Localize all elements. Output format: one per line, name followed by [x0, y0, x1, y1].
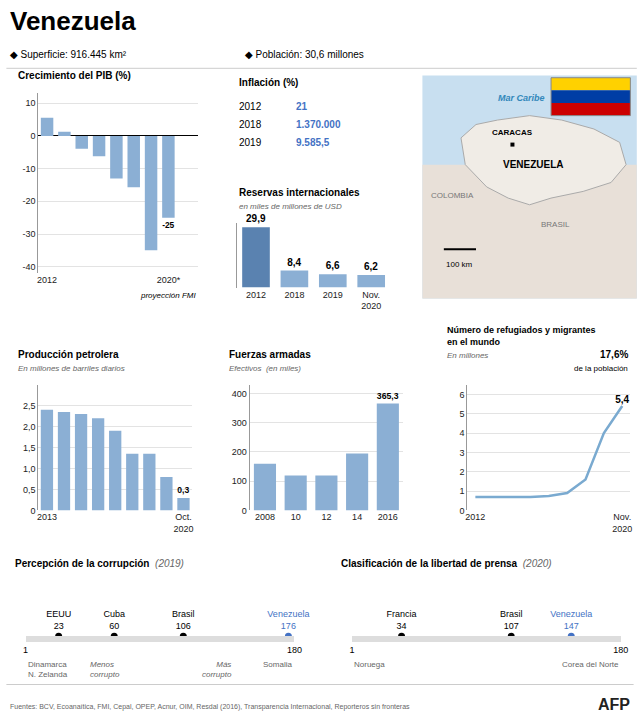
- svg-text:En millones de barriles diario: En millones de barriles diarios: [18, 364, 125, 373]
- svg-text:Corea del Norte: Corea del Norte: [562, 660, 619, 669]
- svg-text:6,2: 6,2: [364, 261, 378, 272]
- svg-text:En millones: En millones: [447, 351, 488, 360]
- svg-text:2018: 2018: [239, 119, 262, 130]
- svg-text:-20: -20: [23, 196, 36, 206]
- svg-text:1: 1: [349, 645, 354, 655]
- svg-text:0: 0: [31, 131, 36, 141]
- svg-text:Crecimiento del PIB (%): Crecimiento del PIB (%): [18, 70, 131, 81]
- svg-text:EEUU23: EEUU23: [46, 609, 71, 631]
- svg-text:proyección FMI: proyección FMI: [140, 291, 196, 300]
- svg-text:5,4: 5,4: [615, 394, 629, 405]
- svg-text:1,0: 1,0: [23, 464, 36, 474]
- svg-text:400: 400: [232, 389, 247, 399]
- svg-text:Mar Caribe: Mar Caribe: [498, 93, 545, 103]
- svg-text:2019: 2019: [323, 290, 343, 300]
- svg-text:2,0: 2,0: [23, 422, 36, 432]
- svg-text:2: 2: [459, 467, 464, 477]
- svg-text:1: 1: [23, 645, 28, 655]
- svg-text:Fuentes: BCV, Ecoanaítica, FMI: Fuentes: BCV, Ecoanaítica, FMI, Cepal, O…: [10, 703, 410, 711]
- svg-text:Somalia: Somalia: [263, 660, 292, 669]
- svg-text:◆ Población: 30,6 millones: ◆ Población: 30,6 millones: [245, 49, 364, 60]
- svg-text:-25: -25: [162, 220, 174, 230]
- svg-text:180: 180: [287, 645, 302, 655]
- svg-text:100: 100: [232, 476, 247, 486]
- svg-text:5: 5: [459, 409, 464, 419]
- svg-text:Reservas internacionales: Reservas internacionales: [239, 187, 360, 198]
- svg-text:200: 200: [232, 447, 247, 457]
- svg-text:Noruega: Noruega: [354, 660, 385, 669]
- svg-text:Efectivos (en miles): Efectivos (en miles): [229, 364, 301, 373]
- svg-text:21: 21: [296, 101, 308, 112]
- svg-text:3: 3: [459, 448, 464, 458]
- svg-text:4: 4: [459, 428, 464, 438]
- svg-text:0: 0: [459, 506, 464, 516]
- svg-text:14: 14: [352, 512, 362, 522]
- svg-text:◆ Superficie: 916.445 km²: ◆ Superficie: 916.445 km²: [10, 49, 127, 60]
- svg-text:2,5: 2,5: [23, 401, 36, 411]
- svg-text:COLOMBIA: COLOMBIA: [431, 191, 474, 200]
- svg-text:2019: 2019: [239, 137, 262, 148]
- svg-text:AFP: AFP: [598, 696, 630, 713]
- svg-text:CARACAS: CARACAS: [492, 128, 533, 137]
- svg-text:Máscorrupto: Máscorrupto: [202, 660, 232, 679]
- svg-text:en miles de millones de USD: en miles de millones de USD: [239, 202, 342, 211]
- svg-text:1: 1: [459, 486, 464, 496]
- svg-text:Fuerzas armadas: Fuerzas armadas: [229, 349, 311, 360]
- svg-text:300: 300: [232, 418, 247, 428]
- svg-text:Venezuela: Venezuela: [10, 6, 136, 36]
- svg-text:Francia34: Francia34: [387, 609, 417, 631]
- svg-text:Oct.2020: Oct.2020: [173, 512, 193, 534]
- svg-text:Venezuela176: Venezuela176: [267, 609, 309, 631]
- svg-text:9.585,5: 9.585,5: [296, 137, 330, 148]
- svg-text:2012: 2012: [246, 290, 266, 300]
- svg-text:DinamarcaN. Zelanda: DinamarcaN. Zelanda: [28, 660, 68, 679]
- svg-text:Brasil106: Brasil106: [172, 609, 195, 631]
- svg-text:Venezuela147: Venezuela147: [550, 609, 592, 631]
- svg-text:180: 180: [613, 645, 628, 655]
- svg-text:-10: -10: [23, 164, 36, 174]
- svg-text:Inflación (%): Inflación (%): [239, 77, 298, 88]
- svg-text:8,4: 8,4: [287, 257, 301, 268]
- svg-text:12: 12: [321, 512, 331, 522]
- svg-text:0: 0: [31, 506, 36, 516]
- svg-text:Nov.2020: Nov.2020: [612, 512, 632, 534]
- svg-text:100 km: 100 km: [446, 260, 473, 269]
- svg-text:10: 10: [291, 512, 301, 522]
- svg-text:1.370.000: 1.370.000: [296, 119, 341, 130]
- svg-text:2008: 2008: [255, 512, 275, 522]
- svg-text:Brasil107: Brasil107: [500, 609, 523, 631]
- svg-text:VENEZUELA: VENEZUELA: [503, 159, 564, 170]
- svg-text:17,6%: 17,6%: [600, 349, 628, 360]
- svg-text:10: 10: [26, 98, 36, 108]
- svg-text:6: 6: [459, 389, 464, 399]
- svg-text:2012: 2012: [465, 512, 485, 522]
- svg-text:Menoscorrupto: Menoscorrupto: [90, 660, 120, 679]
- svg-text:2012: 2012: [37, 275, 57, 285]
- svg-text:2012: 2012: [239, 101, 262, 112]
- svg-text:1,5: 1,5: [23, 443, 36, 453]
- svg-text:365,3: 365,3: [377, 391, 399, 401]
- svg-text:BRASIL: BRASIL: [541, 220, 570, 229]
- svg-text:Número de refugiados y migrant: Número de refugiados y migrantesen el mu…: [447, 325, 596, 347]
- svg-text:Producción petrolera: Producción petrolera: [18, 349, 119, 360]
- svg-text:Clasificación de la libertad d: Clasificación de la libertad de prensa (…: [341, 558, 552, 569]
- svg-text:0,5: 0,5: [23, 485, 36, 495]
- svg-text:2013: 2013: [37, 512, 57, 522]
- svg-text:6,6: 6,6: [326, 260, 340, 271]
- svg-text:Cuba60: Cuba60: [103, 609, 125, 631]
- svg-text:2018: 2018: [284, 290, 304, 300]
- svg-text:2020*: 2020*: [157, 275, 181, 285]
- svg-text:-40: -40: [23, 262, 36, 272]
- svg-text:-30: -30: [23, 229, 36, 239]
- svg-text:29,9: 29,9: [246, 213, 266, 224]
- svg-text:Nov.2020: Nov.2020: [361, 290, 381, 312]
- svg-text:0,3: 0,3: [177, 485, 189, 495]
- svg-text:2016: 2016: [378, 512, 398, 522]
- svg-text:de la población: de la población: [574, 364, 628, 373]
- svg-text:0: 0: [242, 506, 247, 516]
- svg-text:Percepción de la corrupción (: Percepción de la corrupción (2019): [15, 558, 184, 569]
